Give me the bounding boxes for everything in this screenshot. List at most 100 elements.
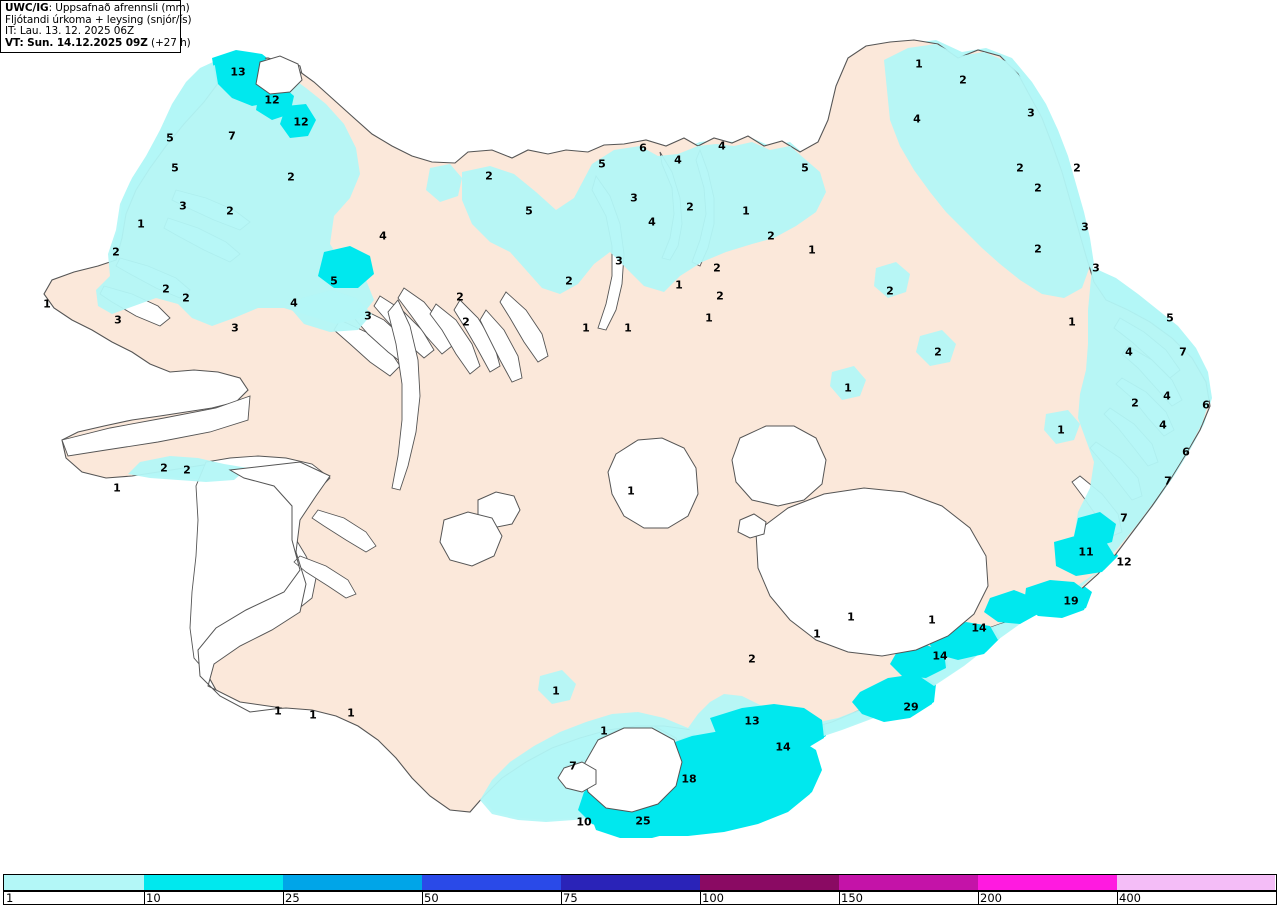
station-value: 2 [713, 261, 721, 275]
station-value: 7 [1164, 474, 1172, 488]
langjokull [607, 437, 699, 529]
colorbar-band [422, 875, 561, 890]
colorbar-tick-divider [144, 892, 145, 904]
colorbar-tick-divider [561, 892, 562, 904]
patch-e [1044, 410, 1080, 444]
patch-g [538, 670, 576, 704]
station-value: 4 [718, 139, 726, 153]
station-value: 2 [183, 463, 191, 477]
legend-colorbar-area: 1 10 25 50 75 100 150 200 400 [0, 868, 1280, 908]
header-subtitle: Fljótandi úrkoma + leysing (snjór/ís) [5, 13, 192, 26]
station-value: 2 [160, 461, 168, 475]
station-value: 2 [934, 345, 942, 359]
station-value: 7 [1179, 345, 1187, 359]
station-value: 4 [1125, 345, 1133, 359]
station-value: 1 [43, 297, 51, 311]
colorbar-tick-label: 400 [1119, 891, 1141, 905]
station-value: 4 [913, 112, 921, 126]
station-value: 1 [113, 481, 121, 495]
se-hot-19b [984, 590, 1038, 624]
sw-inlets [293, 509, 377, 599]
station-value: 3 [1081, 220, 1089, 234]
colorbar-tick-divider [1117, 892, 1118, 904]
station-value: 5 [166, 131, 174, 145]
station-value: 3 [179, 199, 187, 213]
station-value: 2 [748, 652, 756, 666]
station-value: 12 [1116, 555, 1132, 569]
se-hot-19 [1024, 580, 1090, 618]
patch-d [830, 366, 866, 400]
nw-hot-4 [318, 246, 374, 288]
station-value: 3 [630, 191, 638, 205]
station-value: 7 [1120, 511, 1128, 525]
station-value: 2 [1034, 242, 1042, 256]
header-title-rest: : Uppsafnað afrennsli (mm) [48, 2, 190, 14]
station-value: 2 [1073, 161, 1081, 175]
station-value: 4 [674, 153, 682, 167]
station-value: 1 [1068, 315, 1076, 329]
colorbar [3, 874, 1277, 891]
south-hot-2 [710, 704, 824, 750]
station-value: 1 [600, 724, 608, 738]
colorbar-band [1117, 875, 1275, 890]
colorbar-band [978, 875, 1117, 890]
station-value: 2 [716, 289, 724, 303]
station-value: 2 [1034, 181, 1042, 195]
station-value: 12 [293, 115, 309, 129]
colorbar-band [144, 875, 283, 890]
colorbar-tick-label: 150 [841, 891, 863, 905]
station-value: 3 [114, 313, 122, 327]
station-value: 6 [1182, 445, 1190, 459]
station-value: 1 [844, 381, 852, 395]
station-value: 1 [624, 321, 632, 335]
hofsjokull [731, 425, 827, 507]
colorbar-tick-divider [978, 892, 979, 904]
station-value: 1 [928, 613, 936, 627]
station-value: 2 [287, 170, 295, 184]
station-value: 1 [847, 610, 855, 624]
station-value: 14 [971, 621, 987, 635]
station-value: 1 [137, 217, 145, 231]
colorbar-band [283, 875, 422, 890]
station-value: 3 [364, 309, 372, 323]
thorisjokull [439, 511, 503, 567]
east-wash [1074, 268, 1210, 566]
colorbar-tick-label: 1 [6, 891, 14, 905]
header-valid-offset: (+27 h) [147, 36, 191, 49]
station-value: 5 [598, 157, 606, 171]
station-value: 1 [705, 311, 713, 325]
station-value: 18 [681, 772, 697, 786]
station-value: 2 [462, 315, 470, 329]
station-value: 2 [1016, 161, 1024, 175]
west-wash [128, 456, 248, 482]
station-value: 2 [767, 229, 775, 243]
station-value: 4 [290, 296, 298, 310]
station-value: 4 [648, 215, 656, 229]
station-value: 6 [1202, 398, 1210, 412]
colorbar-tick-divider [839, 892, 840, 904]
station-value: 5 [171, 161, 179, 175]
station-value: 4 [1159, 418, 1167, 432]
station-value: 2 [886, 284, 894, 298]
header-valid-label: VT: Sun. 14.12.2025 09Z [5, 36, 148, 49]
station-value: 6 [639, 141, 647, 155]
station-value: 1 [309, 708, 317, 722]
north-wash [462, 142, 826, 294]
station-value: 3 [231, 321, 239, 335]
station-value: 13 [744, 714, 760, 728]
station-value: 7 [569, 759, 577, 773]
station-value: 29 [903, 700, 919, 714]
station-value: 1 [675, 278, 683, 292]
station-value: 1 [915, 57, 923, 71]
nw-hot-3 [280, 104, 316, 138]
header-source: UWC/IG [5, 2, 49, 14]
colorbar-tick-label: 25 [285, 891, 300, 905]
drangajokull [255, 55, 303, 95]
patch-b [874, 262, 910, 298]
station-value: 3 [615, 254, 623, 268]
station-value: 13 [230, 65, 246, 79]
station-value: 2 [162, 282, 170, 296]
station-value: 2 [112, 245, 120, 259]
header-init-time: IT: Lau. 13. 12. 2025 06Z [5, 25, 135, 38]
se-hot-29 [852, 674, 934, 722]
